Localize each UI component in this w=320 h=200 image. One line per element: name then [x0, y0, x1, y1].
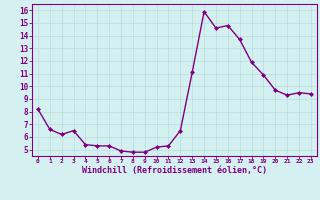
X-axis label: Windchill (Refroidissement éolien,°C): Windchill (Refroidissement éolien,°C) — [82, 166, 267, 175]
